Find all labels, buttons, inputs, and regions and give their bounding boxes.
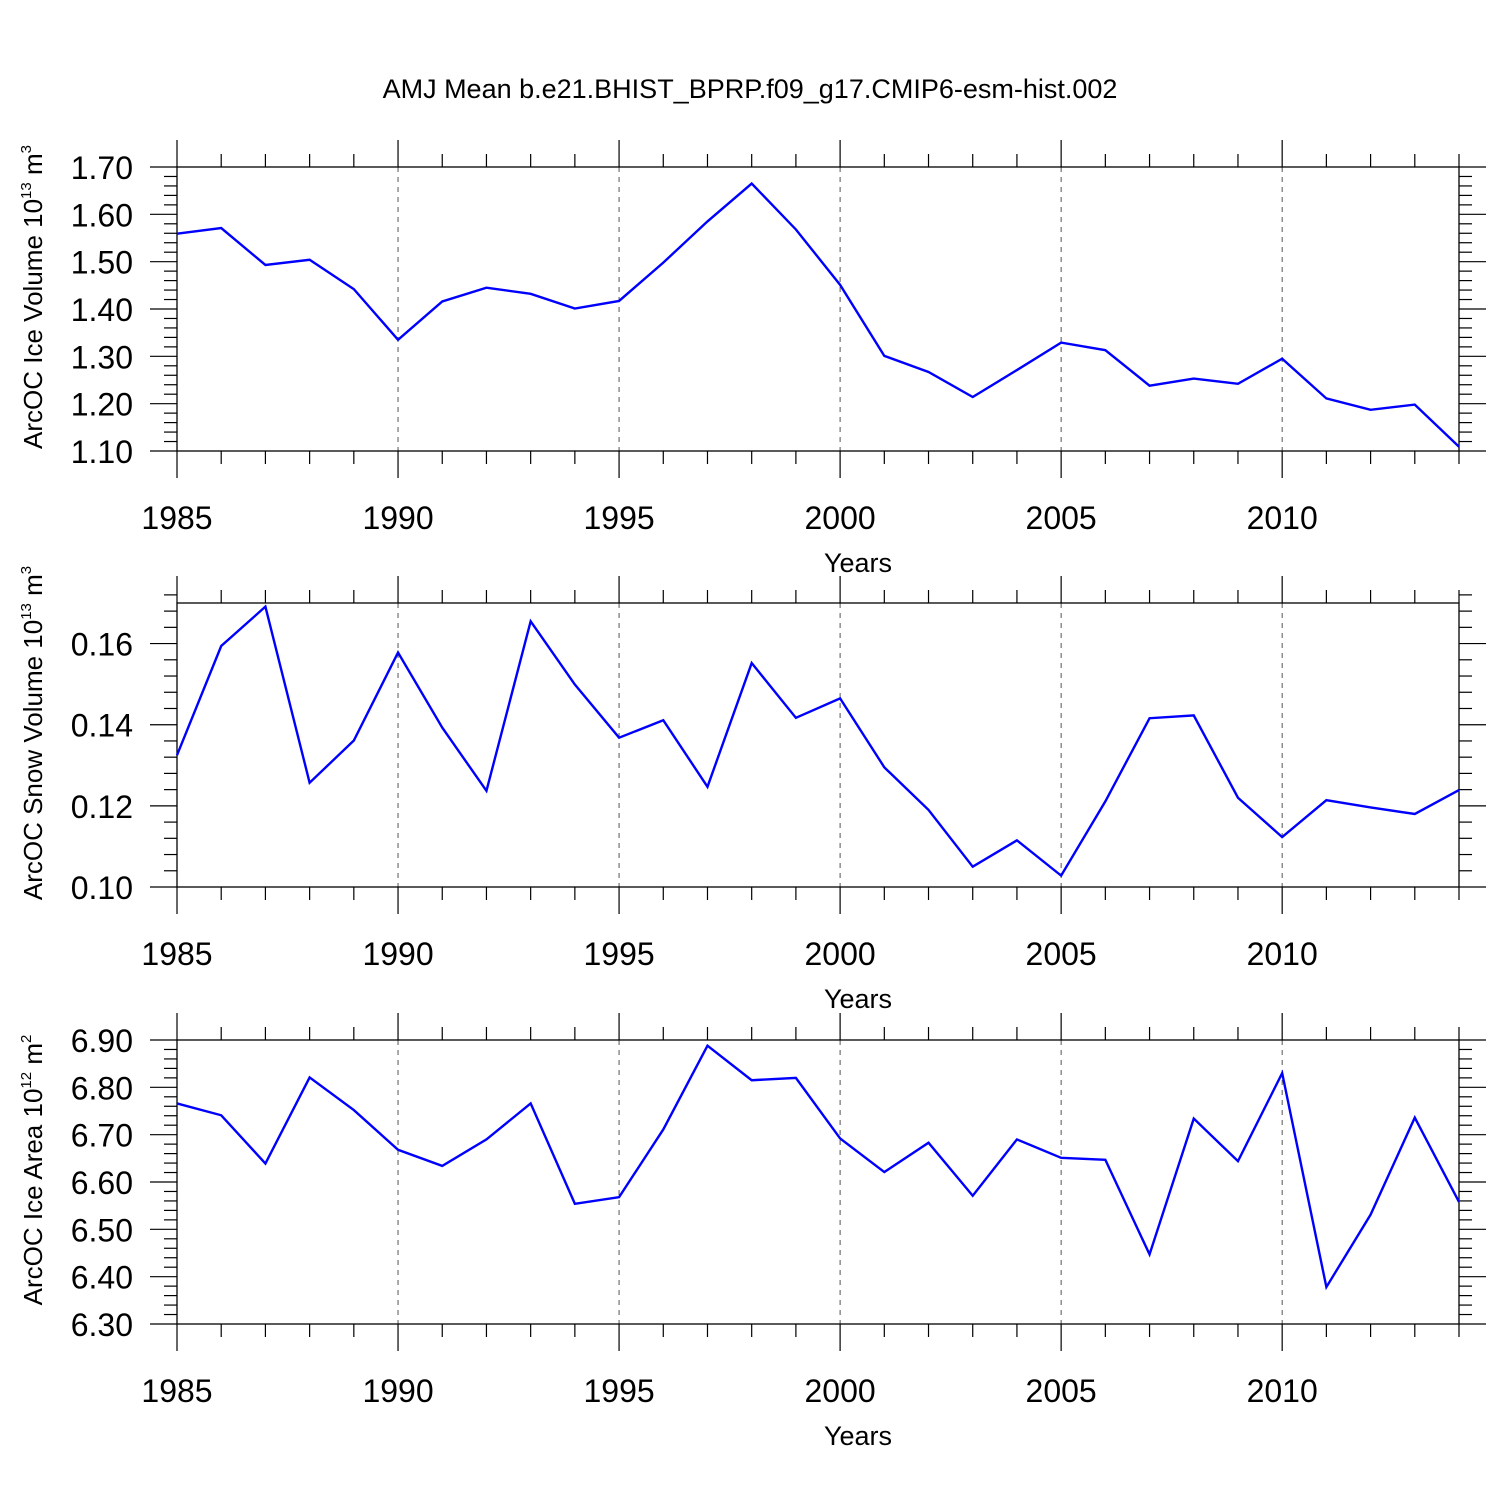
y-axis-label-main: ArcOC Ice Area 10 [18, 1089, 48, 1306]
x-tick-label: 2005 [1026, 500, 1097, 536]
x-tick-label: 1990 [362, 1373, 433, 1409]
panel-1: 1985 1990 1995 2000 2005 2010 1.10 1.20 1.30 1.40… [18, 140, 1486, 578]
x-tick-label: 1985 [141, 1373, 212, 1409]
x-tick-label: 1985 [141, 500, 212, 536]
y-tick-label: 6.40 [71, 1260, 133, 1296]
panel-2: 1985 1990 1995 2000 2005 2010 0.10 0.12 0.14 0.16… [18, 566, 1486, 1014]
y-axis-label-unit: m [18, 1043, 48, 1072]
panel-3: 1985 1990 1995 2000 2005 2010 6.30 6.40 6.50 6.60… [18, 1013, 1486, 1451]
x-axis-label: Years [824, 548, 892, 578]
x-tick-label: 1985 [141, 936, 212, 972]
x-tick-label: 2010 [1247, 500, 1318, 536]
y-tick-label: 6.60 [71, 1165, 133, 1201]
x-tick-label: 1990 [362, 936, 433, 972]
panels: 1985 1990 1995 2000 2005 2010 1.10 1.20 1.30 1.40… [18, 140, 1486, 1451]
y-tick-label: 1.10 [71, 434, 133, 470]
y-tick-label: 0.12 [71, 789, 133, 825]
y-tick-label: 0.14 [71, 708, 133, 744]
y-tick-label: 6.30 [71, 1307, 133, 1343]
y-tick-label: 1.70 [71, 150, 133, 186]
y-tick-label: 1.40 [71, 292, 133, 328]
y-axis-label-main: ArcOC Snow Volume 10 [18, 620, 48, 900]
x-tick-label: 1995 [583, 500, 654, 536]
y-tick-label: 0.16 [71, 627, 133, 663]
figure-title: AMJ Mean b.e21.BHIST_BPRP.f09_g17.CMIP6-… [383, 74, 1118, 104]
y-tick-label: 1.60 [71, 197, 133, 233]
x-tick-label: 2010 [1247, 936, 1318, 972]
x-axis-label: Years [824, 984, 892, 1014]
y-tick-label: 1.30 [71, 339, 133, 375]
y-axis-label-unit: m [18, 153, 48, 182]
x-axis-label: Years [824, 1421, 892, 1451]
x-tick-label: 2000 [805, 936, 876, 972]
series-line [176, 1043, 1461, 1291]
x-tick-label: 2000 [805, 1373, 876, 1409]
y-axis-label-exp: 12 [18, 1072, 35, 1089]
series-line [175, 604, 1460, 878]
y-tick-label: 6.80 [71, 1070, 133, 1106]
y-axis-label-exp: 13 [18, 603, 35, 620]
x-tick-label: 1995 [583, 936, 654, 972]
y-axis-label: ArcOC Snow Volume 1013 m3 [18, 566, 48, 900]
y-axis-label-unit-exp: 2 [18, 1035, 35, 1043]
x-tick-label: 2010 [1247, 1373, 1318, 1409]
y-axis-label-unit-exp: 3 [18, 145, 35, 153]
series-line [176, 181, 1460, 448]
x-tick-label: 1990 [362, 500, 433, 536]
y-tick-label: 0.10 [71, 870, 133, 906]
y-axis-label-main: ArcOC Ice Volume 10 [18, 199, 48, 449]
y-tick-label: 6.90 [71, 1023, 133, 1059]
y-tick-label: 6.70 [71, 1118, 133, 1154]
x-tick-label: 2005 [1026, 936, 1097, 972]
x-tick-label: 2005 [1026, 1373, 1097, 1409]
y-axis-label: ArcOC Ice Area 1012 m2 [18, 1035, 48, 1306]
y-tick-label: 6.50 [71, 1212, 133, 1248]
x-tick-label: 1995 [583, 1373, 654, 1409]
y-axis-label-unit: m [18, 574, 48, 603]
x-tick-label: 2000 [805, 500, 876, 536]
plot-frame [176, 602, 1460, 888]
y-tick-label: 1.50 [71, 245, 133, 281]
y-tick-label: 1.20 [71, 387, 133, 423]
y-axis-label-unit-exp: 3 [18, 566, 35, 574]
y-axis-label: ArcOC Ice Volume 1013 m3 [18, 145, 48, 449]
y-axis-label-exp: 13 [18, 182, 35, 199]
